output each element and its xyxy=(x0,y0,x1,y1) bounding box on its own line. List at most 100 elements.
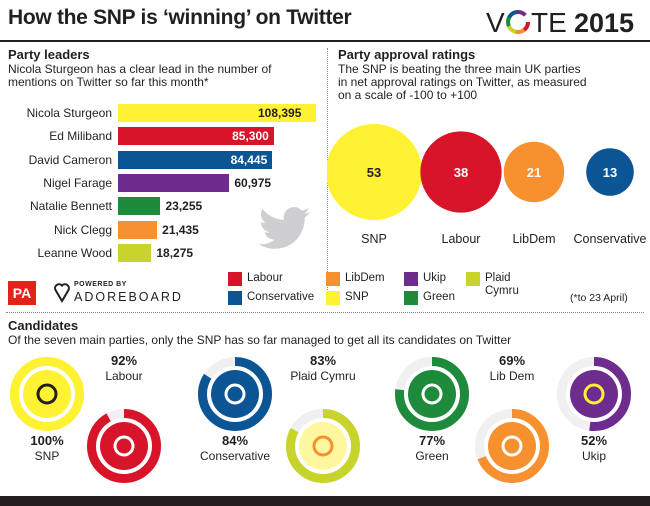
date-footnote: (*to 23 April) xyxy=(570,292,628,304)
bar-label: David Cameron xyxy=(28,152,112,167)
party-logo-icon xyxy=(100,422,148,470)
party-logo-icon xyxy=(23,370,71,418)
party-emblem-icon xyxy=(501,435,523,457)
bubble xyxy=(586,148,634,196)
vote-2015-logo: V TE 2015 xyxy=(486,4,646,38)
bar-label: Nicola Sturgeon xyxy=(26,106,112,120)
bubble xyxy=(420,131,502,213)
leaders-subtitle-line-2: mentions on Twitter so far this month* xyxy=(8,75,209,89)
legend-swatch-conservative xyxy=(228,291,242,305)
legend-label-libdem: LibDem xyxy=(345,272,385,284)
ring-value-label: 92% xyxy=(111,353,137,368)
powered-by-text: POWERED BY xyxy=(74,281,127,288)
bar xyxy=(118,150,273,169)
twitter-bird-icon xyxy=(258,206,312,259)
party-emblem-icon xyxy=(224,383,246,405)
bubble-category-label: SNP xyxy=(361,232,387,246)
ring-value-label: 77% xyxy=(419,433,445,448)
leaders-subtitle-line-1: Nicola Sturgeon has a clear lead in the … xyxy=(8,62,272,76)
party-emblem-icon xyxy=(421,383,443,405)
bubble-category-label: Conservative xyxy=(574,232,647,246)
legend-swatch-ukip xyxy=(404,272,418,286)
legend-swatch-green xyxy=(404,291,418,305)
ring-arc xyxy=(395,357,469,431)
legend-swatch-plaid xyxy=(466,272,480,286)
bar-label: Leanne Wood xyxy=(37,245,112,260)
bubble xyxy=(503,141,565,203)
legend-label-green: Green xyxy=(423,291,455,303)
bar-value-label: 60,975 xyxy=(234,175,272,190)
party-legend: Labour LibDem Ukip Plaid Cymru Conservat… xyxy=(228,272,648,312)
vote-year: 2015 xyxy=(574,8,634,38)
approval-subtitle-line-1: The SNP is beating the three main UK par… xyxy=(338,62,581,76)
bubble-svg: 53 SNP 38 Labour 21 LibDem 13 Conservative xyxy=(326,124,647,246)
bubble-value-label: 38 xyxy=(454,165,468,180)
adoreboard-logo-icon xyxy=(54,281,70,308)
party-logo-icon xyxy=(211,370,259,418)
ring-arc xyxy=(557,357,631,431)
page-title: How the SNP is ‘winning’ on Twitter xyxy=(8,6,352,29)
ring-svg: 100%SNP 92%Labour 84%Conservative 83%Plaid … xyxy=(10,353,631,483)
leaders-bar-chart: Nicola Sturgeon 108,395 Ed Miliband 85,300 D… xyxy=(0,100,327,270)
bar-value-label: 85,300 xyxy=(232,129,269,144)
approval-bubble-chart: 53 SNP 38 Labour 21 LibDem 13 Conservative xyxy=(326,108,650,258)
ring-arc xyxy=(286,409,360,483)
ring-category-label: Green xyxy=(415,449,448,463)
approval-subtitle: The SNP is beating the three main UK par… xyxy=(338,63,644,102)
section-divider-horizontal xyxy=(6,312,644,313)
ring-category-label: Labour xyxy=(105,369,142,383)
ring-category-label: Conservative xyxy=(200,449,270,463)
vote-letter-v: V xyxy=(486,7,505,38)
ring-arc xyxy=(10,357,84,431)
bubble-category-label: LibDem xyxy=(512,232,555,246)
ring-arc xyxy=(87,409,161,483)
approval-heading: Party approval ratings xyxy=(338,47,476,62)
vote-letters-te: TE xyxy=(531,7,567,38)
ring-arc xyxy=(198,357,272,431)
candidates-ring-chart: 100% SNP 92% Labour 84% Conservative 83% Plaid … xyxy=(0,350,650,496)
legend-label-cymru: Cymru xyxy=(485,285,519,297)
party-emblem-icon xyxy=(312,435,334,457)
party-logo-icon xyxy=(299,422,347,470)
legend-label-conservative: Conservative xyxy=(247,291,315,303)
bar-label: Nick Clegg xyxy=(53,222,112,237)
ring-arc xyxy=(475,409,549,483)
ring-category-label: SNP xyxy=(35,449,60,463)
ring-value-label: 83% xyxy=(310,353,336,368)
ring-category-label: Ukip xyxy=(582,449,606,463)
legend-label-snp: SNP xyxy=(345,291,369,303)
party-logo-icon xyxy=(488,422,536,470)
candidates-subtitle: Of the seven main parties, only the SNP … xyxy=(8,333,512,347)
bar-label: Natalie Bennett xyxy=(29,199,112,214)
bubble-category-label: Labour xyxy=(442,232,481,246)
pa-logo: PA xyxy=(8,281,36,305)
ring-category-label: Lib Dem xyxy=(490,369,535,383)
ring-value-label: 84% xyxy=(222,433,248,448)
bar xyxy=(118,220,158,239)
bar xyxy=(118,104,316,122)
bar-value-label: 108,395 xyxy=(258,106,302,120)
approval-subtitle-line-3: on a scale of -100 to +100 xyxy=(338,88,478,102)
adoreboard-text: ADOREBOARD xyxy=(74,290,183,304)
party-emblem-icon xyxy=(583,383,605,405)
ring-value-label: 52% xyxy=(581,433,607,448)
party-emblem-icon xyxy=(36,383,58,405)
party-logo-icon xyxy=(408,370,456,418)
party-emblem-icon xyxy=(113,435,135,457)
bar-value-label: 84,445 xyxy=(230,152,268,167)
bar xyxy=(118,173,230,192)
bubble-value-label: 13 xyxy=(603,165,617,180)
legend-swatch-labour xyxy=(228,272,242,286)
bar-value-label: 23,255 xyxy=(165,199,203,214)
legend-label-labour: Labour xyxy=(247,272,283,284)
legend-label-plaid: Plaid xyxy=(485,272,511,284)
bar xyxy=(118,243,152,262)
bar-value-label: 21,435 xyxy=(162,222,199,237)
candidates-heading: Candidates xyxy=(8,318,79,333)
approval-subtitle-line-2: in net approval ratings on Twitter, as m… xyxy=(338,75,587,89)
legend-swatch-snp xyxy=(326,291,340,305)
bubble xyxy=(326,124,422,220)
bar-value-label: 18,275 xyxy=(156,245,194,260)
bar-label: Ed Miliband xyxy=(49,129,112,144)
bar-label: Nigel Farage xyxy=(43,175,112,190)
